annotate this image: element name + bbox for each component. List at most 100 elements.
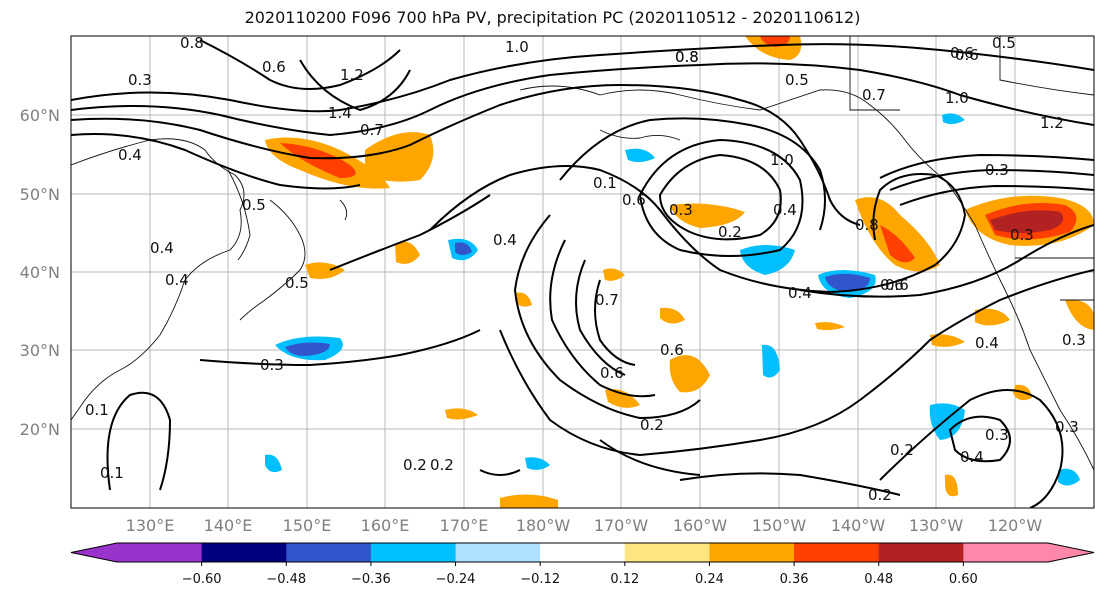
contour-label: 0.4 — [960, 448, 984, 466]
contour-labels: 1.0 0.8 0.6 1.2 1.4 0.7 0.4 0.5 0.3 0.4 … — [85, 34, 1086, 504]
contour-label: 0.3 — [985, 161, 1009, 179]
contour-label: 0.8 — [675, 48, 699, 66]
precip-positive-region — [855, 197, 940, 272]
lat-label: 20°N — [20, 420, 60, 439]
colorbar-extension-high — [1048, 543, 1094, 562]
precip-negative-region — [625, 148, 655, 163]
lon-label: 150°W — [752, 516, 807, 535]
contour-label: 0.3 — [128, 71, 152, 89]
precip-positive-region — [280, 143, 356, 178]
contour-label: 0.1 — [100, 464, 124, 482]
lon-label: 160°W — [673, 516, 728, 535]
precip-positive-region — [990, 210, 1064, 233]
contour-label: 0.6 — [600, 364, 624, 382]
map-frame — [70, 35, 1095, 509]
contour-label: 0.8 — [180, 34, 204, 52]
contour-label: 1.2 — [340, 66, 364, 84]
precip-positive-region — [395, 241, 420, 264]
contour-label: 0.4 — [975, 334, 999, 352]
colorbar-segment — [455, 543, 541, 562]
precip-positive-region — [930, 334, 965, 347]
lon-label: 120°W — [988, 516, 1043, 535]
colorbar-tick-label: 0.36 — [780, 572, 809, 587]
lon-label: 170°E — [440, 516, 489, 535]
lon-label: 140°E — [204, 516, 253, 535]
contour-label: 0.3 — [1010, 226, 1034, 244]
colorbar-segment — [624, 543, 710, 562]
contour-label: 0.3 — [1062, 331, 1086, 349]
contour-label: 0.4 — [165, 271, 189, 289]
precip-positive-region — [975, 308, 1010, 326]
precip-positive-region — [603, 268, 625, 281]
lon-label: 160°E — [361, 516, 410, 535]
lon-label: 180°W — [516, 516, 571, 535]
lon-label: 140°W — [831, 516, 886, 535]
precip-positive-region — [445, 408, 478, 420]
colorbar-segment — [370, 543, 457, 562]
contour-label: 0.2 — [718, 223, 742, 241]
contour-label: 0.5 — [785, 71, 809, 89]
contour-label: 1.0 — [945, 89, 969, 107]
contour-label: 1.4 — [328, 104, 352, 122]
contour-label: 0.2 — [430, 456, 454, 474]
precip-positive-region — [945, 474, 958, 497]
longitude-labels: 130°E 140°E 150°E 160°E 170°E 180°W 170°… — [126, 516, 1043, 535]
contour-label: 0.3 — [1055, 418, 1079, 436]
colorbar-tick-label: 0.24 — [695, 572, 724, 587]
contour-label: 0.8 — [675, 48, 699, 66]
pv-contours — [71, 39, 1094, 508]
precip-positive-region — [669, 355, 710, 393]
lat-label: 30°N — [20, 341, 60, 360]
precip-positive-region — [515, 292, 532, 307]
contour-label: 0.4 — [118, 146, 142, 164]
lat-label: 60°N — [20, 106, 60, 125]
contour-label: 1.0 — [770, 151, 794, 169]
contour-label: 0.8 — [855, 216, 879, 234]
contour-label: 1.0 — [505, 38, 529, 56]
colorbar-segment — [540, 543, 626, 562]
contour-label: 0.6 — [660, 341, 684, 359]
colorbar-segment — [201, 543, 287, 562]
precip-negative-region — [525, 457, 550, 470]
precip-positive-region — [365, 132, 434, 182]
colorbar-segment — [878, 543, 964, 562]
contour-label: 0.1 — [593, 174, 617, 192]
contour-label: 0.2 — [640, 416, 664, 434]
contour-label: 0.6 — [885, 276, 909, 294]
lon-label: 130°E — [126, 516, 175, 535]
precip-negative-region — [1058, 468, 1080, 486]
colorbar-segment — [709, 543, 795, 562]
lat-label: 50°N — [20, 185, 60, 204]
colorbar-tick-label: −0.36 — [351, 572, 391, 587]
colorbar-tick-label: 0.60 — [949, 572, 978, 587]
contour-label: 0.3 — [985, 426, 1009, 444]
colorbar-outline — [70, 542, 1095, 563]
precipitation-shading — [265, 36, 1094, 508]
precip-positive-region — [305, 262, 345, 279]
contour-label: 0.7 — [595, 291, 619, 309]
colorbar-tick-label: 0.12 — [610, 572, 639, 587]
contour-label: 0.3 — [669, 201, 693, 219]
contour-label: 0.7 — [360, 121, 384, 139]
contour-label: 0.6 — [880, 276, 904, 294]
contour-label: 0.5 — [242, 196, 266, 214]
contour-label: 0.4 — [788, 284, 812, 302]
lat-label: 40°N — [20, 263, 60, 282]
contour-label: 0.4 — [493, 231, 517, 249]
precip-positive-region — [880, 225, 915, 263]
contour-label: 0.2 — [403, 456, 427, 474]
colorbar-tick-label: 0.48 — [864, 572, 893, 587]
contour-label: 0.4 — [773, 201, 797, 219]
contour-label: 1.2 — [1040, 114, 1064, 132]
contour-label: 0.6 — [262, 58, 286, 76]
precip-positive-region — [670, 203, 745, 228]
colorbar-tick-label: −0.48 — [266, 572, 306, 587]
colorbar: −0.60 −0.48 −0.36 −0.24 −0.12 0.12 0.24 0.36 0.4… — [70, 542, 1095, 587]
colorbar-tick-label: −0.24 — [436, 572, 476, 587]
colorbar-tick-label: −0.60 — [182, 572, 222, 587]
precip-positive-region — [660, 307, 685, 324]
contour-label: 0.5 — [285, 274, 309, 292]
precip-negative-region — [265, 454, 282, 473]
precip-positive-region — [1065, 299, 1094, 330]
